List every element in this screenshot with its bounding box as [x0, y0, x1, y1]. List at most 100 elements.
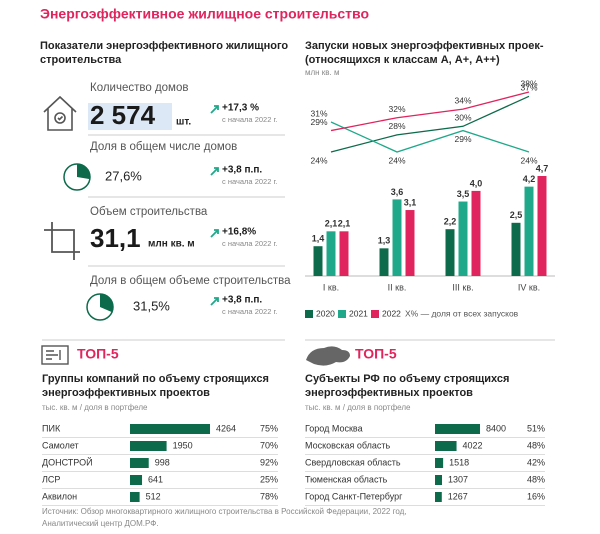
bar-value-label: 3,1: [404, 197, 417, 207]
row-share: 70%: [260, 440, 278, 450]
row-bar: [130, 458, 149, 468]
legend-label: 2021: [349, 308, 368, 318]
kpi-value: 2 574: [90, 100, 156, 130]
pie-slice: [100, 294, 114, 313]
section-title: Показатели энергоэффективного жилищного: [40, 40, 288, 52]
row-value: 998: [155, 457, 170, 467]
bar-value-label: 2,2: [444, 217, 457, 227]
kpi-change: +3,8 п.п.: [222, 295, 262, 306]
highlight: [88, 103, 172, 130]
share-label: 29%: [310, 117, 327, 127]
kpi-since: с начала 2022 г.: [222, 177, 277, 186]
up-arrow: [210, 105, 219, 306]
bar: [326, 231, 336, 276]
legend-note: Х% — доля от всех запусков: [405, 308, 519, 318]
bar-value-label: 4,0: [470, 178, 483, 188]
row-bar: [130, 441, 167, 451]
bar: [458, 201, 468, 276]
bar: [313, 246, 323, 276]
share-label: 30%: [454, 113, 471, 123]
row-bar: [435, 475, 443, 485]
row-value: 1267: [448, 491, 468, 501]
row-bar: [435, 441, 457, 451]
row-share: 92%: [260, 457, 278, 467]
bar-value-label: 3,5: [457, 189, 470, 199]
share-label: 24%: [310, 155, 327, 165]
share-label: 29%: [454, 134, 471, 144]
kpi-share: 31,5%: [133, 298, 170, 313]
row-value: 1518: [449, 457, 469, 467]
row-share: 25%: [260, 474, 278, 484]
kpi-value: 31,1: [90, 223, 141, 253]
chart-unit: млн кв. м: [305, 68, 340, 77]
bar-value-label: 3,6: [391, 187, 404, 197]
row-value: 4022: [463, 440, 483, 450]
row-value: 1307: [448, 474, 468, 484]
row-name: ПИК: [42, 423, 61, 433]
page-title: Энергоэффективное жилищное строительство: [40, 6, 369, 22]
kpi-label: Объем строительства: [90, 206, 208, 218]
top5-title: энергоэффективных проектов: [305, 387, 473, 399]
row-bar: [435, 492, 442, 502]
share-label: 38%: [520, 78, 537, 88]
bar-value-label: 1,4: [312, 234, 325, 244]
legend-swatch: [371, 310, 379, 318]
kpi-unit: млн кв. м: [148, 239, 195, 250]
map-icon: [306, 346, 350, 366]
area-icon: [44, 222, 80, 260]
kpi-change: +3,8 п.п.: [222, 165, 262, 176]
kpi-since: с начала 2022 г.: [222, 115, 277, 124]
legend-swatch: [305, 310, 313, 318]
document-icon: [41, 345, 69, 365]
kpi-change: +17,3 %: [222, 103, 259, 114]
row-value: 8400: [486, 423, 506, 433]
kpi-since: с начала 2022 г.: [222, 307, 277, 316]
bar: [524, 186, 534, 276]
house-icon: [43, 95, 77, 131]
share-line: [330, 121, 530, 153]
bar-value-label: 2,5: [510, 210, 523, 220]
bar: [445, 229, 455, 276]
row-name: Самолет: [42, 440, 79, 450]
bar: [511, 222, 521, 276]
bar-value-label: 1,3: [378, 236, 391, 246]
row-name: Город Москва: [305, 423, 363, 433]
kpi-since: с начала 2022 г.: [222, 239, 277, 248]
bar-value-label: 4,7: [536, 163, 549, 173]
source: Источник: Обзор многоквартирного жилищно…: [42, 507, 407, 516]
row-share: 51%: [527, 423, 545, 433]
row-value: 1950: [173, 440, 193, 450]
top5-title: энергоэффективных проектов: [42, 387, 210, 399]
bar-value-label: 2,1: [338, 219, 351, 229]
share-label: 34%: [454, 95, 471, 105]
legend-label: 2022: [382, 308, 401, 318]
row-value: 641: [148, 474, 163, 484]
kpi-label: Доля в общем числе домов: [90, 141, 237, 153]
row-bar: [130, 424, 210, 434]
pie-slice: [77, 164, 91, 180]
row-name: Город Санкт-Петербург: [305, 491, 403, 501]
row-name: ЛСР: [42, 474, 60, 484]
share-line: [330, 91, 530, 132]
kpi-label: Количество домов: [90, 82, 188, 94]
share-label: 24%: [388, 155, 405, 165]
category-label: III кв.: [452, 282, 473, 292]
top5-title: Субъекты РФ по объему строящихся: [305, 373, 509, 385]
share-label: 28%: [388, 121, 405, 131]
row-bar: [435, 424, 480, 434]
category-label: IV кв.: [518, 282, 540, 292]
bar-value-label: 4,2: [523, 174, 536, 184]
row-name: Московская область: [305, 440, 390, 450]
share-line: [330, 95, 530, 153]
kpi-change: +16,8%: [222, 227, 256, 238]
row-name: Свердловская область: [305, 457, 401, 467]
row-bar: [130, 475, 143, 485]
row-share: 42%: [527, 457, 545, 467]
kpi-label: Доля в общем объеме строительства: [90, 275, 291, 287]
row-share: 48%: [527, 474, 545, 484]
bar-value-label: 2,1: [325, 219, 338, 229]
legend-label: 2020: [316, 308, 335, 318]
top5-unit: тыс. кв. м / доля в портфеле: [42, 403, 148, 412]
top5-unit: тыс. кв. м / доля в портфеле: [305, 403, 411, 412]
